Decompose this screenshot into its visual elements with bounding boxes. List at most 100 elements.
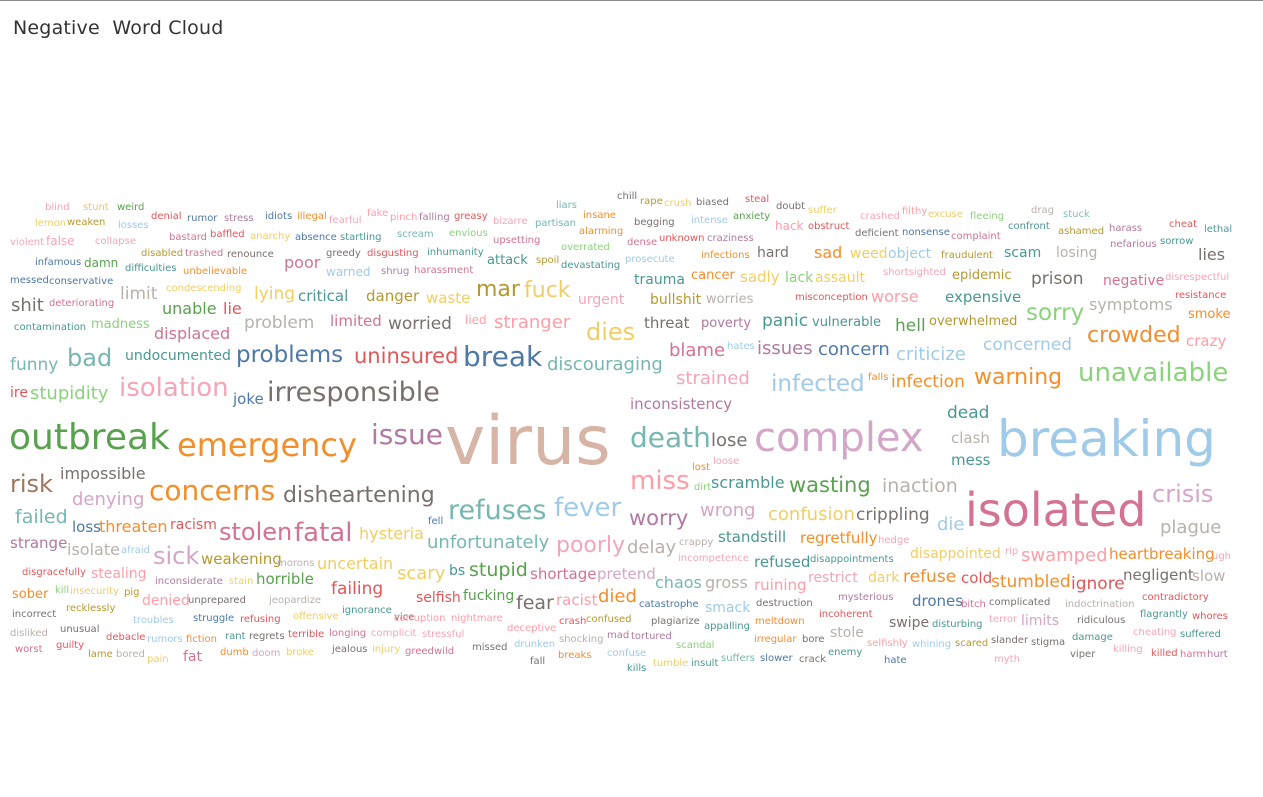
word-stupidity: stupidity — [30, 383, 109, 404]
word-anarchy: anarchy — [250, 231, 290, 242]
word-mysterious: mysterious — [838, 592, 894, 603]
word-die: die — [937, 514, 965, 535]
word-restrict: restrict — [808, 570, 858, 586]
word-nightmare: nightmare — [451, 613, 503, 624]
top-border — [0, 0, 1263, 1]
word-hysteria: hysteria — [359, 524, 424, 543]
word-violent: violent — [10, 237, 44, 248]
word-incorrect: incorrect — [12, 609, 56, 620]
word-drunken: drunken — [514, 639, 555, 650]
word-miss: miss — [630, 466, 690, 496]
word-biased: biased — [696, 197, 729, 208]
word-trashed: trashed — [185, 248, 223, 259]
word-sick: sick — [153, 542, 199, 570]
word-bitch: bitch — [961, 599, 986, 610]
word-complex: complex — [754, 415, 924, 461]
word-losing: losing — [1056, 245, 1097, 261]
word-fear: fear — [516, 592, 554, 614]
word-enemy: enemy — [828, 647, 862, 658]
word-greedy: greedy — [326, 248, 361, 259]
word-concerns: concerns — [149, 474, 275, 507]
word-shrug: shrug — [381, 266, 409, 277]
word-shocking: shocking — [559, 634, 603, 645]
word-sad: sad — [814, 243, 842, 262]
word-doubt: doubt — [776, 201, 805, 212]
word-incompetence: incompetence — [678, 553, 749, 564]
word-upsetting: upsetting — [493, 235, 540, 246]
word-trauma: trauma — [634, 272, 685, 288]
word-crashed: crashed — [860, 211, 900, 222]
word-crippling: crippling — [856, 505, 930, 525]
word-slow: slow — [1192, 567, 1225, 585]
word-slander: slander — [991, 635, 1029, 646]
word-appalling: appalling — [704, 621, 750, 632]
word-swamped: swamped — [1021, 545, 1108, 566]
word-fever: fever — [554, 493, 622, 523]
word-standstill: standstill — [718, 528, 786, 546]
word-issues: issues — [757, 338, 813, 359]
word-denial: denial — [151, 211, 182, 222]
word-crazy: crazy — [1186, 332, 1226, 350]
word-suffered: suffered — [1180, 629, 1221, 640]
word-limit: limit — [120, 284, 158, 304]
word-symptoms: symptoms — [1089, 295, 1173, 314]
word-damn: damn — [84, 256, 118, 270]
word-smack: smack — [705, 600, 751, 616]
word-fake: fake — [367, 208, 388, 219]
word-delay: delay — [627, 537, 677, 558]
word-vulnerable: vulnerable — [812, 315, 881, 330]
word-negative: negative — [1103, 273, 1164, 289]
word-unprepared: unprepared — [188, 595, 246, 606]
word-rape: rape — [640, 196, 663, 207]
word-disgracefully: disgracefully — [22, 567, 86, 578]
word-craziness: craziness — [707, 233, 754, 244]
word-whining: whining — [912, 639, 951, 650]
word-displaced: displaced — [154, 324, 230, 343]
word-regretfully: regretfully — [800, 529, 878, 547]
word-corruption: corruption — [394, 613, 446, 624]
word-uninsured: uninsured — [354, 344, 458, 368]
word-disliked: disliked — [10, 628, 48, 639]
word-envious: envious — [449, 228, 488, 239]
word-myth: myth — [994, 654, 1020, 665]
word-gross: gross — [705, 573, 748, 592]
word-chaos: chaos — [655, 573, 702, 592]
word-ridiculous: ridiculous — [1077, 615, 1125, 626]
word-mess: mess — [951, 451, 991, 469]
word-vice: vice — [394, 612, 414, 623]
word-partisan: partisan — [535, 218, 576, 229]
word-tortured: tortured — [631, 631, 672, 642]
word-weird: weird — [117, 202, 144, 213]
word-longing: longing — [329, 628, 366, 639]
word-renounce: renounce — [227, 249, 274, 260]
word-smoke: smoke — [1188, 307, 1230, 322]
word-worse: worse — [871, 287, 919, 306]
word-contamination: contamination — [14, 322, 86, 333]
word-scramble: scramble — [711, 473, 785, 492]
word-confused: confused — [586, 614, 632, 625]
word-infections: infections — [701, 250, 750, 261]
word-flagrantly: flagrantly — [1140, 609, 1188, 620]
word-selfishly: selfishly — [867, 638, 908, 649]
word-indoctrination: indoctrination — [1065, 599, 1135, 610]
word-denied: denied — [142, 593, 190, 609]
word-stigma: stigma — [1031, 637, 1065, 648]
word-attack: attack — [487, 253, 528, 268]
word-hurt: hurt — [1207, 649, 1228, 660]
word-falling: falling — [419, 212, 450, 223]
word-inconsiderate: inconsiderate — [155, 576, 223, 587]
word-anxiety: anxiety — [733, 211, 770, 222]
word-complicit: complicit — [371, 628, 417, 639]
word-resistance: resistance — [1175, 290, 1226, 301]
word-crack: crack — [799, 654, 826, 665]
word-unbelievable: unbelievable — [183, 266, 247, 277]
word-danger: danger — [366, 287, 420, 305]
word-nefarious: nefarious — [1110, 239, 1157, 250]
word-bore: bore — [802, 634, 825, 645]
word-ugh: ugh — [1212, 551, 1231, 562]
word-lame: lame — [88, 649, 113, 660]
word-chill: chill — [617, 191, 637, 202]
word-died: died — [598, 586, 637, 607]
word-disappointed: disappointed — [910, 546, 1001, 562]
word-infamous: infamous — [35, 257, 81, 268]
